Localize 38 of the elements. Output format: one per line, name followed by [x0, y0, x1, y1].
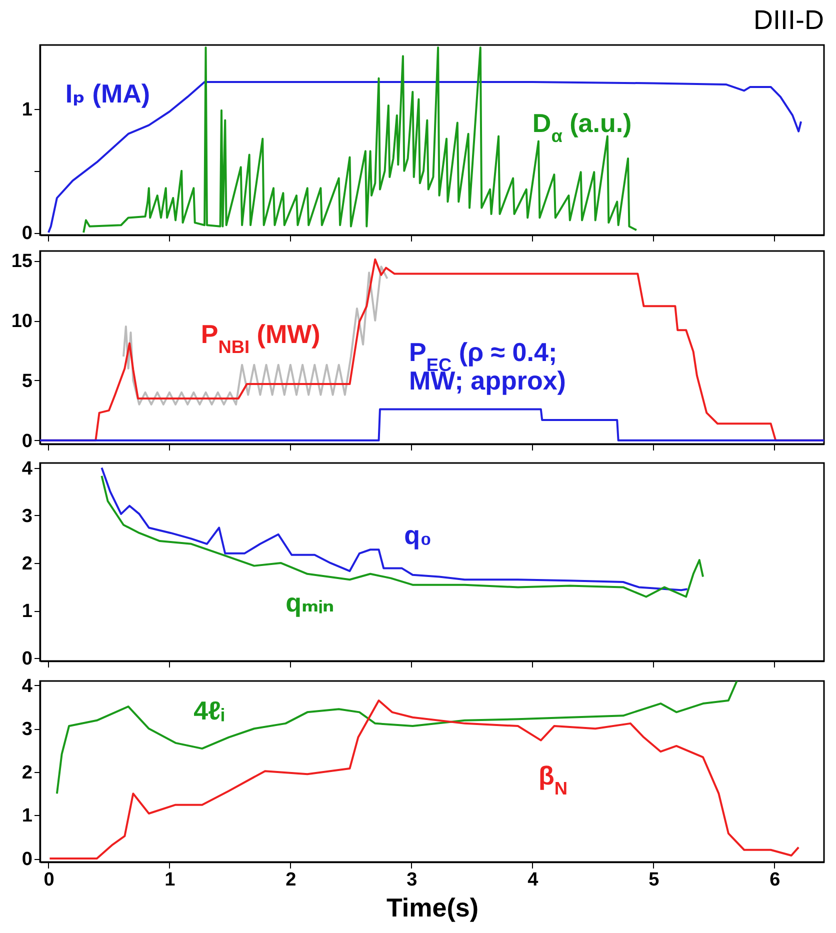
x-tick-label: 3 [406, 870, 418, 890]
y-tick-label: 1 [22, 806, 33, 827]
x-tick-label: 5 [648, 870, 660, 890]
chart-title: DIII-D [754, 5, 824, 35]
x-tick-label: 4 [528, 870, 539, 890]
line-series [48, 699, 800, 860]
series-label: β$_{N}$ [538, 760, 568, 798]
y-tick-label: 1 [22, 100, 33, 121]
series-label: P$_{EC}$ (ρ ≈ 0.4; MW; approx) [409, 336, 566, 396]
y-tick-label: 5 [22, 370, 33, 392]
y-tick-label: 2 [22, 762, 32, 784]
series-label: P$_{NBI}$ (MW) [200, 318, 320, 357]
series-label: D$_{α}$ (a.u.) [532, 108, 632, 146]
y-tick-label: 10 [11, 311, 32, 332]
y-tick-label: 0 [22, 223, 32, 244]
y-tick-label: 3 [22, 506, 32, 527]
y-tick-label: 4 [22, 676, 33, 697]
line-series [56, 681, 738, 795]
x-axis-title: Time(s) [386, 892, 478, 922]
x-tick-label: 1 [164, 870, 176, 890]
series-label: q₀ [404, 520, 432, 550]
x-tick-label: 6 [770, 870, 780, 890]
y-tick-label: 3 [22, 719, 32, 740]
y-tick-label: 0 [22, 430, 32, 452]
line-series [122, 266, 388, 406]
y-tick-label: 0 [22, 648, 32, 670]
x-tick-label: 2 [286, 870, 296, 890]
y-tick-label: 4 [22, 458, 33, 480]
series-label: Iₚ (MA) [65, 78, 150, 108]
x-tick-label: 0 [44, 870, 54, 890]
y-tick-label: 1 [22, 601, 33, 622]
series-label: 4ℓᵢ [194, 695, 225, 726]
y-tick-label: 15 [11, 251, 33, 272]
y-tick-label: 0 [22, 849, 32, 870]
line-series [82, 46, 638, 234]
series-label: qₘᵢₙ [286, 587, 334, 618]
line-series [47, 81, 802, 234]
y-tick-label: 2 [22, 553, 32, 574]
